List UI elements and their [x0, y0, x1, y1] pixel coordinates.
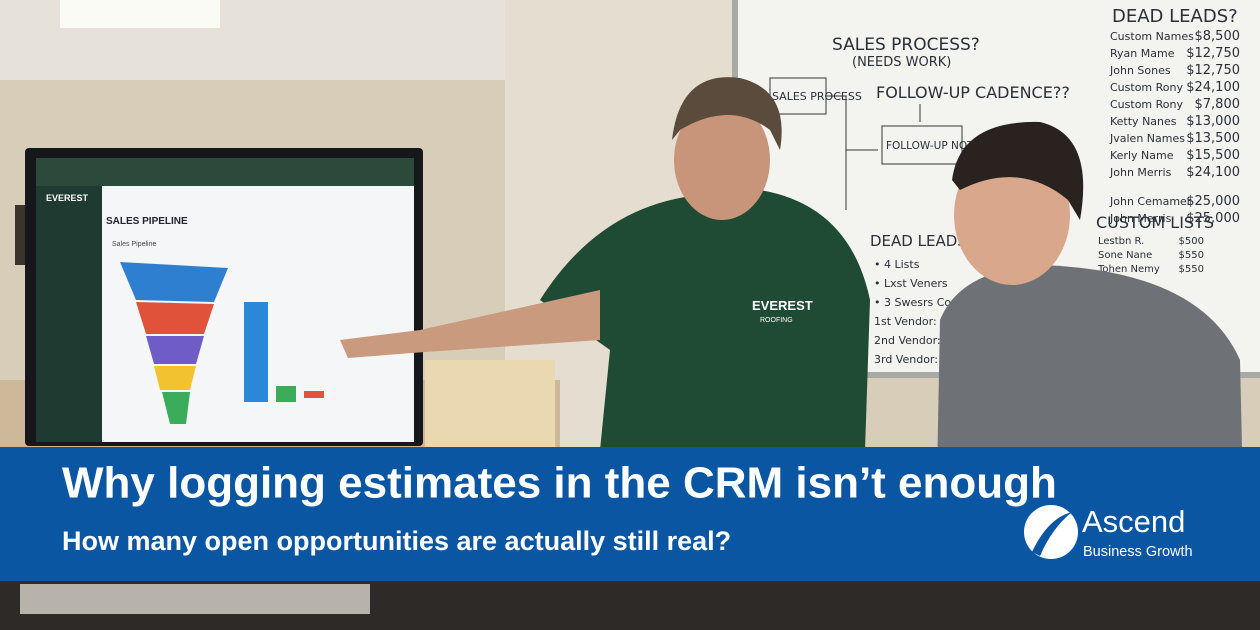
whiteboard-text: SALES PROCESS? (NEEDS WORK) FOLLOW-UP CA…: [769, 6, 1238, 250]
wb-text: $13,000: [1186, 114, 1240, 129]
wb-text: John Merris: [1109, 212, 1172, 225]
wb-text: FOLLOW-UP CADENCE??: [876, 83, 1070, 102]
wb-text: $25,000: [1186, 211, 1240, 226]
wb-text: $13,500: [1186, 131, 1240, 146]
wb-box: [881, 125, 963, 165]
wb-text: Custom Rony: [1110, 98, 1183, 111]
frame: [15, 205, 27, 265]
papers: [20, 584, 370, 614]
wb-text: Lestbn R.: [1098, 236, 1144, 247]
screen-bar: [304, 391, 324, 398]
wb-text: 2nd Vendor:: [874, 334, 941, 347]
man-shirt: [540, 190, 870, 450]
wb-text: $12,750: [1186, 63, 1240, 78]
funnel-stage: [146, 336, 204, 364]
wb-text: $25,000: [1186, 194, 1240, 209]
wb-text: John Sones: [1109, 64, 1171, 77]
wb-text: DEAD LEADS?: [1112, 6, 1238, 27]
shirt-logo-sub: ROOFING: [760, 317, 793, 324]
logo-name: Ascend: [1082, 504, 1185, 539]
wb-text: John Cemamer: [1109, 195, 1192, 208]
wb-text: 3rd Vendor:: [874, 353, 938, 366]
screen-panel: Sales Pipeline: [112, 241, 156, 248]
wb-text: Ketty Nanes: [1110, 115, 1177, 128]
screen-bar: [244, 302, 268, 402]
man-arm: [340, 290, 600, 358]
screen-brand: EVEREST: [46, 193, 89, 203]
funnel-stage: [136, 302, 214, 334]
logo-swoosh: [1032, 512, 1072, 556]
wb-text: $500: [1179, 236, 1204, 247]
ceiling-light: [60, 0, 220, 28]
funnel-stage: [154, 366, 196, 390]
man-head: [674, 100, 770, 220]
seated-hair: [952, 121, 1084, 220]
logo-tagline: Business Growth: [1083, 544, 1193, 560]
wb-text: $550: [1179, 250, 1204, 261]
wb-text: CUSTOM LISTS: [1096, 213, 1214, 232]
wb-text: $550: [1179, 264, 1204, 275]
wb-text: Ryan Mame: [1110, 47, 1175, 60]
wb-text: $8,500: [1195, 29, 1241, 44]
shirt-logo: EVEREST: [752, 298, 813, 313]
wb-text: SALES PROCESS: [772, 90, 862, 103]
wb-text: • Lxst Veners: [874, 277, 948, 290]
wb-text: $15,500: [1186, 148, 1240, 163]
wb-text: SALES PROCESS?: [832, 35, 980, 55]
screen-heading: SALES PIPELINE: [106, 216, 188, 227]
wb-text: Jvalen Names: [1109, 132, 1185, 145]
man-hair: [672, 77, 782, 150]
whiteboard-lists: Custom Names $8,500 Ryan Mame $12,750 John S…: [874, 29, 1240, 366]
banner-title: Why logging estimates in the CRM isn’t e…: [62, 459, 1057, 508]
wb-text: $7,800: [1195, 97, 1241, 112]
wb-text: Kerly Name: [1110, 149, 1174, 162]
wb-text: (NEEDS WORK): [852, 55, 951, 70]
wb-arrow: [826, 95, 921, 210]
wb-text: Custom Names: [1110, 30, 1194, 43]
funnel-stage: [162, 392, 190, 424]
wb-text: $12,750: [1186, 46, 1240, 61]
wb-text: FOLLOW-UP NOTE?: [886, 140, 986, 152]
banner-subtitle: How many open opportunities are actually…: [62, 526, 731, 556]
wb-text: Tohen Nemy: [1097, 264, 1160, 275]
screen-sidebar: [36, 158, 102, 442]
funnel-stage: [120, 262, 228, 302]
folders: [425, 360, 555, 450]
wb-text: • 4 Lists: [874, 258, 920, 271]
wb-text: Custom Rony: [1110, 81, 1183, 94]
wb-text: John Merris: [1109, 166, 1172, 179]
wb-text: Sone Nane: [1098, 250, 1152, 261]
wb-text: DEAD LEADS: [870, 232, 967, 250]
wb-text: $24,100: [1186, 165, 1240, 180]
screen-bar: [276, 386, 296, 402]
screen-topbar: [36, 158, 414, 186]
wb-text: $24,100: [1186, 80, 1240, 95]
